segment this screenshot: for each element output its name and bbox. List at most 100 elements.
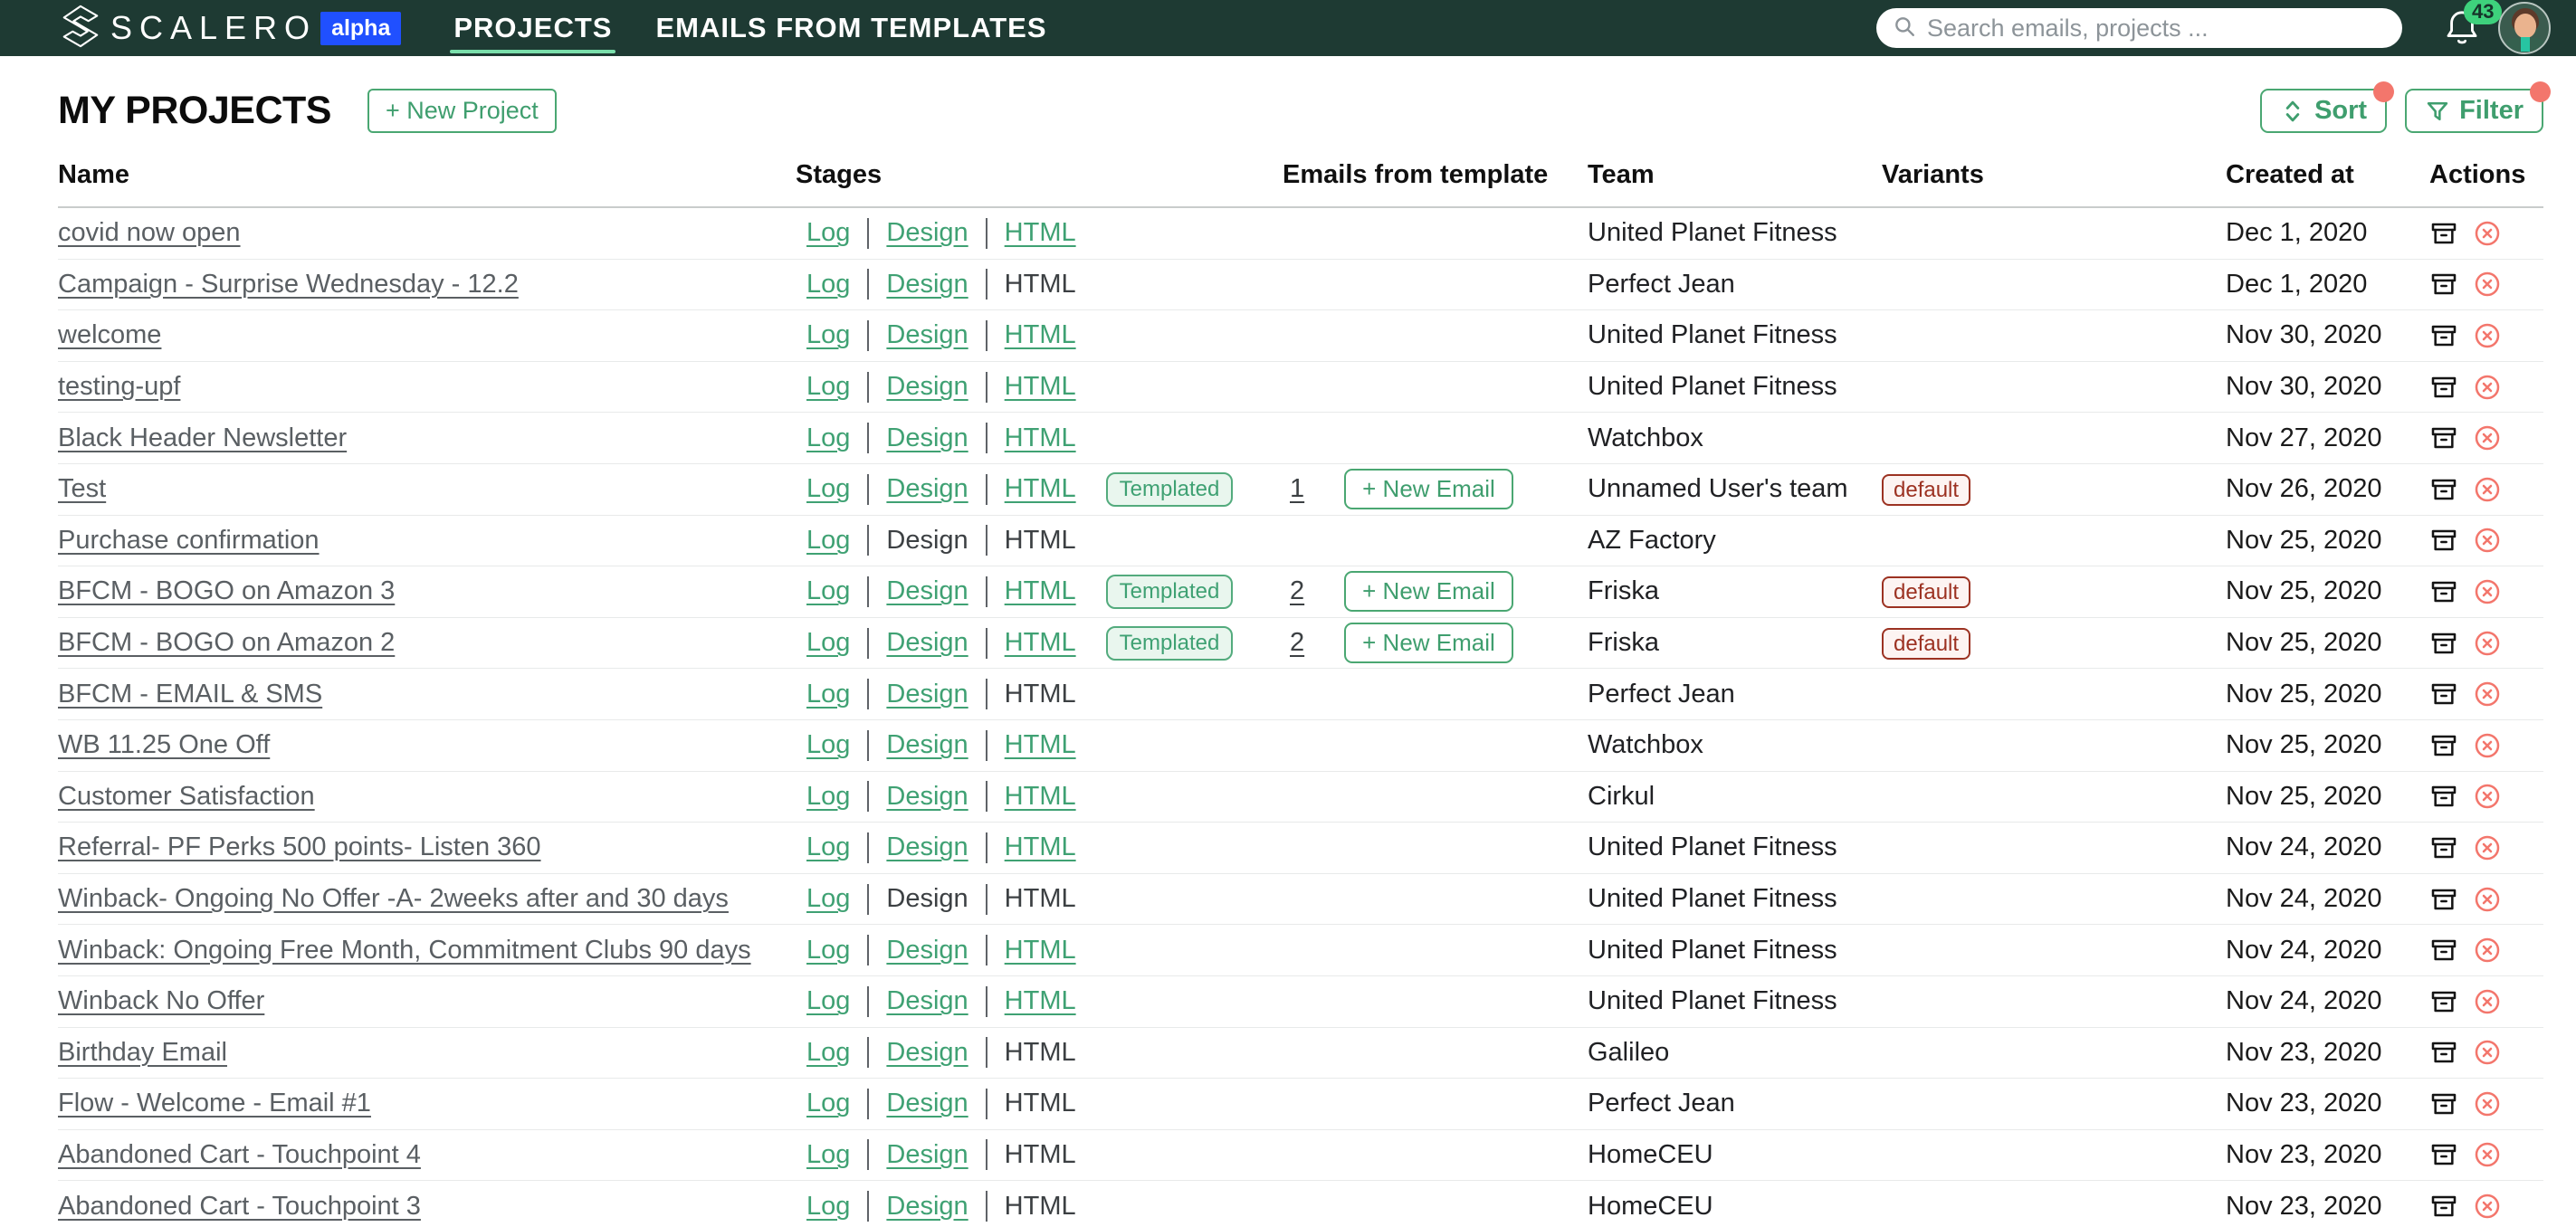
tab-projects[interactable]: PROJECTS [450, 0, 616, 56]
archive-icon[interactable] [2429, 1038, 2458, 1067]
delete-icon[interactable] [2473, 373, 2502, 402]
project-name-link[interactable]: Flow - Welcome - Email #1 [58, 1089, 371, 1118]
new-email-button[interactable]: + New Email [1344, 571, 1513, 613]
stage-design[interactable]: Design [886, 781, 968, 811]
stage-log[interactable]: Log [806, 269, 851, 299]
archive-icon[interactable] [2429, 577, 2458, 606]
delete-icon[interactable] [2473, 731, 2502, 760]
user-avatar[interactable] [2498, 2, 2551, 54]
stage-log[interactable]: Log [806, 1037, 851, 1067]
stage-design[interactable]: Design [886, 1139, 968, 1169]
archive-icon[interactable] [2429, 526, 2458, 555]
search-input[interactable] [1927, 14, 2386, 43]
archive-icon[interactable] [2429, 373, 2458, 402]
delete-icon[interactable] [2473, 782, 2502, 811]
archive-icon[interactable] [2429, 731, 2458, 760]
archive-icon[interactable] [2429, 219, 2458, 248]
delete-icon[interactable] [2473, 321, 2502, 350]
emails-count-link[interactable]: 2 [1290, 576, 1305, 606]
stage-log[interactable]: Log [806, 372, 851, 402]
project-name-link[interactable]: Customer Satisfaction [58, 781, 315, 811]
notifications-button[interactable]: 43 [2444, 0, 2503, 48]
stage-html[interactable]: HTML [1004, 372, 1076, 402]
project-name-link[interactable]: Black Header Newsletter [58, 423, 348, 452]
stage-log[interactable]: Log [806, 1089, 851, 1118]
delete-icon[interactable] [2473, 936, 2502, 965]
search-bar[interactable] [1876, 8, 2402, 48]
project-name-link[interactable]: BFCM - BOGO on Amazon 2 [58, 628, 396, 658]
stage-design[interactable]: Design [886, 730, 968, 760]
stage-design[interactable]: Design [886, 679, 968, 709]
delete-icon[interactable] [2473, 1140, 2502, 1169]
delete-icon[interactable] [2473, 833, 2502, 862]
stage-design[interactable]: Design [886, 423, 968, 452]
project-name-link[interactable]: Winback- Ongoing No Offer -A- 2weeks aft… [58, 884, 729, 914]
new-email-button[interactable]: + New Email [1344, 623, 1513, 664]
delete-icon[interactable] [2473, 526, 2502, 555]
project-name-link[interactable]: Birthday Email [58, 1037, 227, 1067]
project-name-link[interactable]: testing-upf [58, 372, 181, 402]
archive-icon[interactable] [2429, 629, 2458, 658]
stage-log[interactable]: Log [806, 423, 851, 452]
new-email-button[interactable]: + New Email [1344, 469, 1513, 510]
stage-log[interactable]: Log [806, 218, 851, 248]
stage-log[interactable]: Log [806, 935, 851, 965]
stage-design[interactable]: Design [886, 832, 968, 862]
project-name-link[interactable]: BFCM - EMAIL & SMS [58, 679, 323, 709]
brand[interactable]: SCALERO alpha [58, 4, 402, 53]
filter-button[interactable]: Filter [2405, 81, 2551, 133]
stage-html[interactable]: HTML [1004, 423, 1076, 452]
emails-count-link[interactable]: 1 [1290, 474, 1305, 504]
stage-design[interactable]: Design [886, 320, 968, 350]
archive-icon[interactable] [2429, 782, 2458, 811]
stage-html[interactable]: HTML [1004, 986, 1076, 1016]
stage-design[interactable]: Design [886, 1089, 968, 1118]
stage-log[interactable]: Log [806, 884, 851, 914]
delete-icon[interactable] [2473, 680, 2502, 709]
stage-design[interactable]: Design [886, 1037, 968, 1067]
project-name-link[interactable]: Campaign - Surprise Wednesday - 12.2 [58, 269, 519, 299]
project-name-link[interactable]: Winback No Offer [58, 986, 265, 1016]
stage-design[interactable]: Design [886, 935, 968, 965]
stage-design[interactable]: Design [886, 269, 968, 299]
new-project-button[interactable]: + New Project [367, 89, 557, 133]
sort-button[interactable]: Sort [2260, 81, 2395, 133]
stage-log[interactable]: Log [806, 679, 851, 709]
project-name-link[interactable]: covid now open [58, 218, 241, 248]
stage-log[interactable]: Log [806, 832, 851, 862]
stage-design[interactable]: Design [886, 576, 968, 606]
stage-html[interactable]: HTML [1004, 730, 1076, 760]
stage-html[interactable]: HTML [1004, 628, 1076, 658]
archive-icon[interactable] [2429, 270, 2458, 299]
stage-html[interactable]: HTML [1004, 935, 1076, 965]
stage-html[interactable]: HTML [1004, 320, 1076, 350]
stage-log[interactable]: Log [806, 474, 851, 504]
project-name-link[interactable]: WB 11.25 One Off [58, 730, 271, 760]
archive-icon[interactable] [2429, 1140, 2458, 1169]
stage-log[interactable]: Log [806, 781, 851, 811]
emails-count-link[interactable]: 2 [1290, 628, 1305, 658]
archive-icon[interactable] [2429, 1192, 2458, 1221]
project-name-link[interactable]: Referral- PF Perks 500 points- Listen 36… [58, 832, 541, 862]
archive-icon[interactable] [2429, 321, 2458, 350]
stage-design[interactable]: Design [886, 1191, 968, 1221]
delete-icon[interactable] [2473, 987, 2502, 1016]
stage-log[interactable]: Log [806, 730, 851, 760]
project-name-link[interactable]: Test [58, 474, 107, 504]
archive-icon[interactable] [2429, 936, 2458, 965]
delete-icon[interactable] [2473, 219, 2502, 248]
delete-icon[interactable] [2473, 577, 2502, 606]
delete-icon[interactable] [2473, 629, 2502, 658]
delete-icon[interactable] [2473, 885, 2502, 914]
stage-log[interactable]: Log [806, 525, 851, 555]
delete-icon[interactable] [2473, 475, 2502, 504]
project-name-link[interactable]: welcome [58, 320, 162, 350]
archive-icon[interactable] [2429, 833, 2458, 862]
stage-html[interactable]: HTML [1004, 576, 1076, 606]
delete-icon[interactable] [2473, 270, 2502, 299]
project-name-link[interactable]: Abandoned Cart - Touchpoint 3 [58, 1191, 421, 1221]
archive-icon[interactable] [2429, 680, 2458, 709]
archive-icon[interactable] [2429, 1089, 2458, 1118]
delete-icon[interactable] [2473, 1089, 2502, 1118]
project-name-link[interactable]: Purchase confirmation [58, 525, 320, 555]
